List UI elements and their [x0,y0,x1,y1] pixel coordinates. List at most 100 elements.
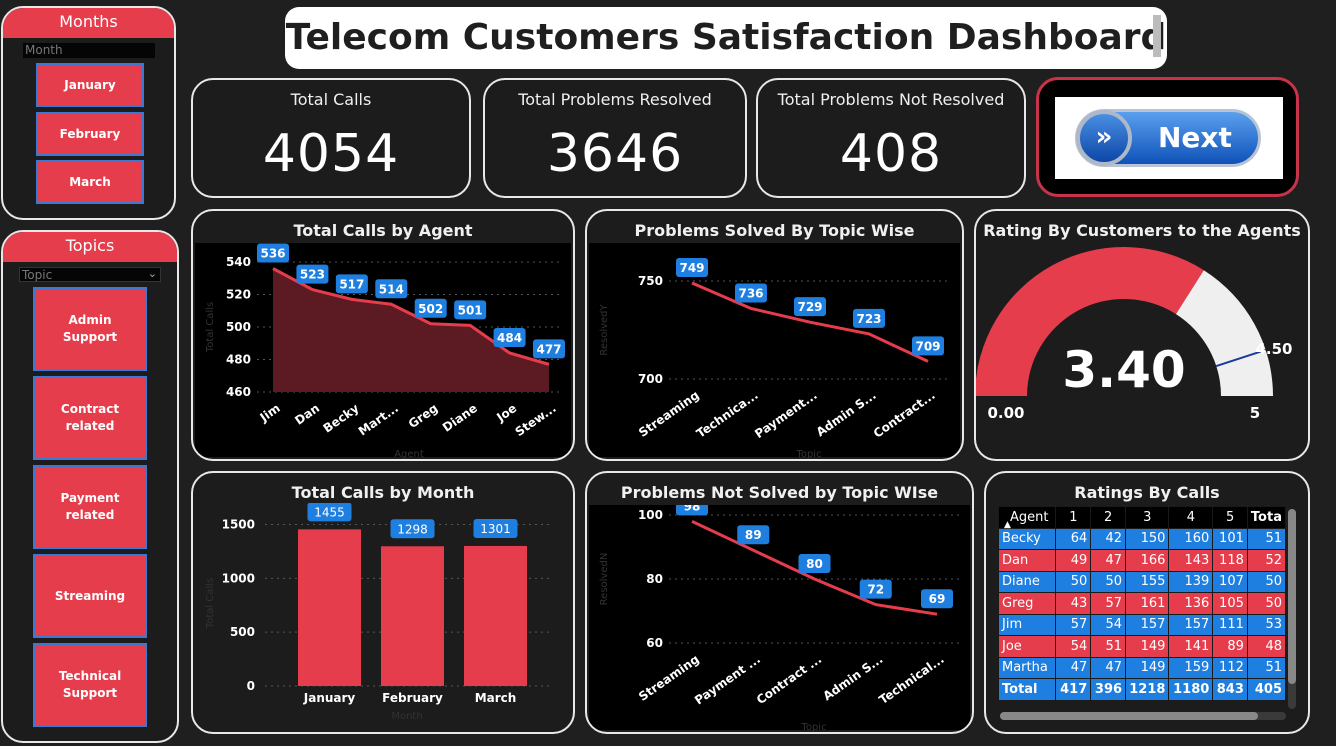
data-label-box [737,525,770,545]
row-value-cell: 150 [1125,527,1170,550]
not-solved-by-topic-title: Problems Not Solved by Topic WIse [620,483,939,502]
y-tick-label: 0 [247,679,255,693]
y-tick-label: 520 [226,288,251,302]
series-line [691,281,929,363]
x-axis-title: Topic [800,722,826,733]
x-tick-label: Dan [292,401,322,428]
row-value-cell: 111 [1212,613,1248,636]
gauge-target-label: 4.50 [1255,340,1292,358]
not-solved-by-topic-chart: Problems Not Solved by Topic WIse 60 80 10… [585,471,974,734]
month-button-march[interactable]: March [36,160,144,204]
series-line [691,520,938,616]
row-value-cell: 105 [1212,592,1248,615]
months-slicer-field: Month [23,43,155,58]
data-label-box [493,328,526,347]
row-value-cell: 112 [1212,656,1248,679]
column-header-4[interactable]: 4 [1168,506,1214,529]
kpi-resolved-label: Total Problems Resolved [518,90,712,109]
row-value-cell: 101 [1212,527,1248,550]
x-tick-label: March [475,691,517,705]
topic-button-admin-support[interactable]: Admin Support [33,287,147,371]
rating-gauge-title: Rating By Customers to the Agents [983,221,1301,240]
calls-by-agent-plot: 460 480 500 520 540 536 523 517 514 502 501 484 477 J… [195,243,571,459]
data-label-text: 80 [806,557,823,571]
data-label-text: 729 [797,300,822,314]
solved-by-topic-title: Problems Solved By Topic Wise [634,221,915,240]
data-label-box [912,336,944,356]
y-tick-label: 1500 [222,518,255,532]
data-label-box [533,339,565,359]
topic-button-technical-support[interactable]: Technical Support [33,643,147,727]
total-value-cell: 396 [1090,678,1127,701]
column-header-3[interactable]: 3 [1125,506,1170,529]
data-label: 69 [921,589,953,609]
data-label-text: 517 [339,277,364,291]
table-row: Greg 43 57 161 136 105 50 [998,592,1286,615]
data-label: 749 [676,257,708,277]
ratings-table-panel: Ratings By Calls Agent ▲ 1 2 3 4 5 Tota Becky 64 4… [984,471,1310,734]
topic-button-streaming[interactable]: Streaming [33,554,147,638]
row-value-cell: 42 [1090,527,1127,550]
next-button[interactable]: » Next [1075,109,1261,167]
table-header-row: Agent ▲ 1 2 3 4 5 Tota [998,506,1286,530]
double-chevron-right-icon: » [1076,110,1132,166]
topics-slicer-field: Topic [22,268,53,282]
row-value-cell: 161 [1125,592,1170,615]
x-tick-label: Technical... [876,652,946,707]
gauge-value-arc [976,247,1204,396]
data-label-text: 736 [738,286,763,300]
gauge-value-label: 3.40 [1062,341,1185,399]
row-value-cell: 51 [1246,656,1286,679]
dashboard-title-box: Telecom Customers Satisfaction Dashboard [285,7,1167,69]
row-value-cell: 57 [1055,613,1092,636]
month-button-february[interactable]: February [36,112,144,156]
row-agent-cell: Martha [998,656,1057,679]
y-tick-label: 500 [226,320,251,334]
series-line [272,267,550,366]
column-header-agent[interactable]: Agent ▲ [998,506,1057,530]
data-label-text: 72 [867,583,884,597]
column-header-2[interactable]: 2 [1090,506,1127,529]
table-vertical-scrollbar[interactable] [1288,509,1296,709]
total-value-cell: 843 [1212,678,1248,701]
column-header-tota[interactable]: Tota [1246,506,1286,529]
data-label-text: 536 [260,247,285,261]
data-label: 729 [794,297,826,317]
topic-button-contract-related[interactable]: Contract related [33,376,147,460]
data-label-text: 477 [536,342,561,356]
data-label-box [859,579,892,599]
data-label-box [296,264,329,284]
topics-slicer-dropdown[interactable]: Topic ⌄ [19,267,161,282]
row-value-cell: 47 [1090,549,1127,572]
column-header-1[interactable]: 1 [1055,506,1092,529]
data-label-box [390,519,435,539]
month-button-january[interactable]: January [36,63,144,107]
table-horizontal-scroll-thumb[interactable] [1000,712,1258,720]
row-value-cell: 89 [1212,635,1248,658]
data-label: 484 [493,328,526,347]
kpi-not-resolved-label: Total Problems Not Resolved [777,90,1005,109]
row-agent-cell: Greg [998,592,1057,615]
data-label-box [375,279,408,299]
topics-slicer: Topics Topic ⌄ Admin Support Contract rel… [1,230,179,743]
data-label-box [676,257,708,277]
gauge-remaining-arc [1175,270,1273,396]
y-tick-label: 460 [226,385,251,399]
row-value-cell: 47 [1090,656,1127,679]
x-tick-label: February [382,691,443,705]
row-value-cell: 50 [1055,570,1092,593]
table-horizontal-scrollbar[interactable] [1000,712,1286,720]
not-solved-by-topic-plot: 60 80 100 98 89 80 72 69 Streaming Payment ... Con… [589,496,970,733]
table-vertical-scroll-thumb[interactable] [1288,509,1296,684]
data-label: 80 [798,554,831,573]
data-label: 98 [676,496,708,516]
column-header-5[interactable]: 5 [1212,506,1248,529]
kpi-total-calls: Total Calls 4054 [191,78,471,198]
topic-button-payment-related[interactable]: Payment related [33,465,147,549]
data-label-text: 1301 [480,522,511,536]
row-value-cell: 141 [1168,635,1214,658]
area-fill [273,268,549,392]
data-label: 501 [454,300,487,320]
ratings-table: Agent ▲ 1 2 3 4 5 Tota Becky 64 42 150 160 101 51 Dan 49… [998,506,1286,701]
row-value-cell: 53 [1246,613,1286,636]
